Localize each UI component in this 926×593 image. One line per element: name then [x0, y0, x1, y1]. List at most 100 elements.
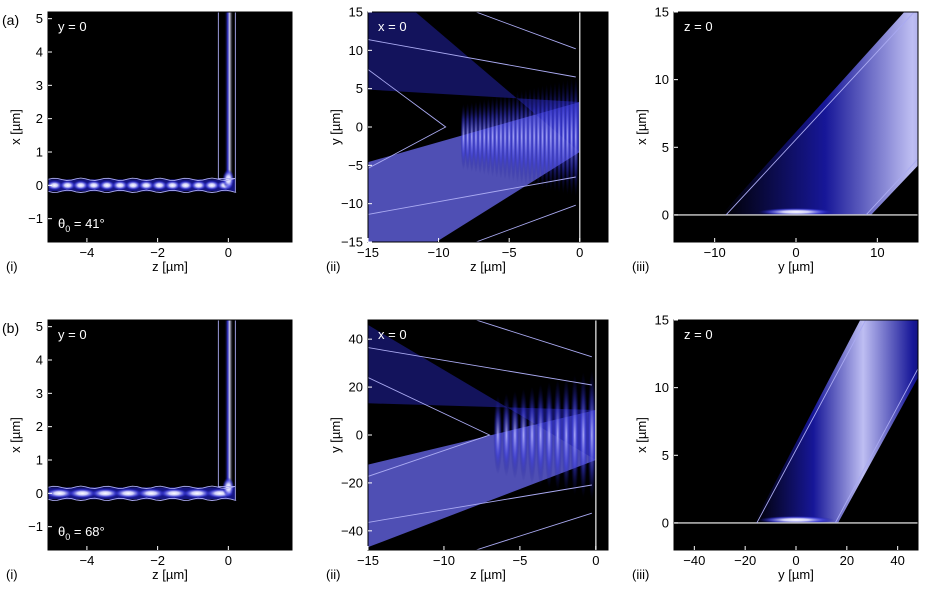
contour-line: [834, 367, 918, 524]
fringe: [481, 99, 488, 175]
x-axis-label: z [µm]: [152, 259, 188, 274]
x-tick-label: −20: [734, 553, 756, 568]
fringe: [485, 98, 492, 176]
plot-area: [674, 320, 918, 550]
contour-line: [48, 320, 237, 502]
fringe: [502, 94, 509, 180]
x-tick-label: −5: [512, 553, 527, 568]
x-tick-label: −10: [428, 245, 450, 260]
panel-title: z = 0: [684, 327, 713, 342]
y-axis-label: y [µm]: [328, 109, 343, 145]
fringe: [527, 88, 534, 186]
panel-2: −15 −10 −5 0 −15 −10 −5 0 5 10 15 z [µm] y [µm] x = 0…: [326, 5, 609, 274]
fringe: [489, 97, 496, 177]
x-axis-label: z [µm]: [470, 567, 506, 582]
x-axis-label: y [µm]: [778, 567, 814, 582]
y-tick-label: −15: [341, 235, 363, 250]
panel-title: x = 0: [378, 19, 407, 34]
fringe: [556, 81, 563, 193]
x-tick-label: −2: [150, 245, 165, 260]
y-tick-label: 0: [662, 515, 669, 530]
y-tick-label: 0: [356, 428, 363, 443]
y-tick-label: 1: [36, 145, 43, 160]
intensity-peak: [85, 180, 103, 191]
contour-line: [48, 12, 237, 194]
x-tick-label: −10: [433, 553, 455, 568]
y-tick-label: 3: [36, 386, 43, 401]
x-tick-label: −40: [683, 553, 705, 568]
y-tick-label: −1: [28, 519, 43, 534]
intensity-peak: [124, 180, 142, 191]
plot-background: [48, 320, 292, 550]
y-tick-label: 4: [36, 45, 43, 60]
x-tick-label: 20: [840, 553, 854, 568]
contour-line: [368, 69, 447, 169]
fringe: [561, 377, 571, 493]
fringe: [572, 77, 579, 197]
fringe: [472, 101, 479, 173]
y-tick-label: 15: [655, 313, 669, 328]
row-label-b: (b): [2, 320, 19, 336]
y-tick-label: 0: [36, 486, 43, 501]
vertical-guide: [224, 12, 234, 186]
contour-line: [865, 158, 918, 216]
x-axis-label: z [µm]: [152, 567, 188, 582]
corner-peak: [222, 477, 235, 498]
row-label-a: (a): [2, 12, 19, 28]
panel-label: (iii): [632, 567, 649, 582]
plot-background: [48, 12, 292, 242]
contour-line: [48, 12, 236, 181]
fringe: [578, 372, 588, 498]
axes-frame: [47, 11, 293, 243]
y-tick-label: 4: [36, 353, 43, 368]
y-tick-label: 3: [36, 78, 43, 93]
oblique-beam: [754, 320, 918, 523]
intensity-peak: [136, 488, 166, 499]
contour-line: [368, 377, 491, 477]
fringe: [564, 79, 571, 195]
y-tick-label: 5: [36, 11, 43, 26]
plot-area: [368, 320, 608, 550]
contour-line: [475, 204, 576, 242]
intensity-peak: [48, 488, 74, 499]
contour-line: [475, 320, 592, 358]
y-tick-label: 5: [662, 140, 669, 155]
x-tick-label: −2: [150, 553, 165, 568]
fringe: [493, 96, 500, 178]
y-tick-label: 2: [36, 111, 43, 126]
y-tick-label: 0: [36, 178, 43, 193]
y-tick-label: 5: [36, 319, 43, 334]
panel-title: z = 0: [684, 19, 713, 34]
x-tick-label: −15: [357, 245, 379, 260]
y-tick-label: 0: [662, 207, 669, 222]
panel-label: (ii): [326, 259, 340, 274]
panel-1: −4 −2 0 −1 0 1 2 3 4 5 z [µm] x [µm] y = 0 (i) θ0 = 41…: [6, 11, 293, 274]
x-tick-label: −10: [704, 245, 726, 260]
intensity-peak: [48, 180, 63, 191]
fringe: [510, 92, 517, 182]
intensity-peak: [137, 180, 155, 191]
plot-area: [48, 320, 292, 550]
y-axis-label: y [µm]: [328, 417, 343, 453]
y-tick-label: 5: [662, 448, 669, 463]
interface-peak: [758, 515, 834, 524]
panel-5: −15 −10 −5 0 −40 −20 0 20 40 z [µm] y [µm] x = 0 (ii…: [326, 319, 609, 582]
y-axis-label: x [µm]: [634, 417, 649, 453]
contour-line: [475, 12, 576, 50]
fringe: [531, 87, 538, 187]
contour-line: [368, 484, 592, 523]
y-tick-label: 1: [36, 453, 43, 468]
y-axis-label: x [µm]: [8, 417, 23, 453]
fringe: [551, 82, 558, 192]
fringe: [506, 93, 513, 181]
fringe: [570, 374, 580, 496]
y-tick-label: 2: [36, 419, 43, 434]
fringe: [493, 395, 503, 475]
intensity-peak: [72, 180, 90, 191]
plot-area: [674, 12, 918, 242]
contour-line: [756, 320, 867, 524]
fringe: [553, 379, 563, 491]
intensity-peak: [59, 180, 76, 191]
contour-line: [368, 176, 576, 215]
beam-upper: [368, 12, 580, 152]
